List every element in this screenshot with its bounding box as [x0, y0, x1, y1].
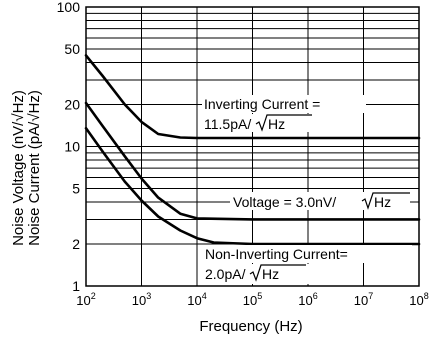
x-tick-labels: 102 103 104 105 106 107 108	[76, 291, 428, 308]
y-tick-label: 1	[72, 278, 80, 294]
y-axis-title-line-2: Noise Current (pA/√Hz)	[26, 90, 43, 246]
voltage-value: Voltage = 3.0nV/	[233, 194, 336, 210]
y-tick-label: 50	[64, 41, 80, 57]
sqrt-sign-icon	[255, 114, 312, 132]
y-tick-label: 10	[64, 139, 80, 155]
voltage-annotation: Voltage = 3.0nV/ Hz	[230, 192, 410, 210]
y-tick-label: 20	[64, 97, 80, 113]
x-tick-label: 105	[243, 291, 262, 308]
y-tick-label: 5	[72, 180, 80, 196]
x-tick-label: 103	[132, 291, 151, 308]
x-axis-title: Frequency (Hz)	[199, 318, 302, 335]
noise-curve-2	[84, 101, 421, 221]
x-tick-label: 107	[354, 291, 373, 308]
y-tick-label: 100	[57, 0, 81, 15]
plot-frame	[85, 6, 420, 287]
noninverting-current-radicand: Hz	[262, 266, 279, 282]
x-tick-label: 102	[76, 291, 95, 308]
x-tick-label: 108	[409, 291, 428, 308]
inverting-current-annotation: Inverting Current = 11.5pA/ Hz	[202, 95, 366, 132]
x-tick-label: 106	[298, 291, 317, 308]
noise-curve-3	[84, 127, 421, 246]
grid-lines	[86, 7, 419, 286]
noninverting-current-value: 2.0pA/	[205, 266, 246, 282]
inverting-current-radicand: Hz	[268, 116, 285, 132]
inverting-current-value: 11.5pA/	[204, 116, 251, 132]
y-tick-labels: 1 2 5 10 20 50 100	[57, 0, 81, 294]
sqrt-sign-icon	[249, 264, 306, 282]
sqrt-sign-icon	[361, 192, 410, 210]
noninverting-current-label: Non-Inverting Current=	[205, 246, 348, 262]
x-tick-label: 104	[187, 291, 206, 308]
voltage-radicand: Hz	[374, 194, 391, 210]
inverting-current-label: Inverting Current =	[204, 96, 320, 112]
series-lines	[84, 54, 421, 246]
noise-curve-1	[84, 54, 421, 140]
y-tick-label: 2	[72, 236, 80, 252]
y-axis-title: Noise Voltage (nV/√Hz) Noise Current (pA…	[10, 90, 43, 246]
y-axis-title-line-1: Noise Voltage (nV/√Hz)	[10, 90, 27, 246]
noninverting-current-annotation: Non-Inverting Current= 2.0pA/ Hz	[202, 245, 412, 284]
